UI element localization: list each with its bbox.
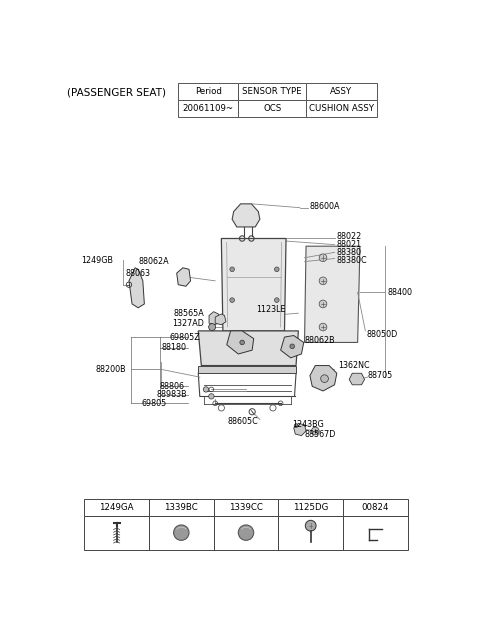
Circle shape (203, 387, 209, 392)
Polygon shape (215, 314, 226, 324)
Polygon shape (177, 268, 191, 286)
Bar (306, 83, 377, 100)
Text: SENSOR TYPE: SENSOR TYPE (242, 87, 302, 96)
Bar (238, 100, 306, 117)
Text: 88062B: 88062B (304, 335, 335, 344)
Text: 88180: 88180 (161, 343, 186, 353)
Circle shape (290, 344, 295, 349)
Bar (178, 83, 238, 100)
Circle shape (174, 525, 189, 540)
Text: 88062A: 88062A (138, 257, 169, 266)
Bar (343, 499, 408, 516)
Text: 88063: 88063 (126, 269, 151, 278)
Bar (343, 516, 408, 550)
Bar (84, 516, 149, 550)
Polygon shape (209, 312, 220, 324)
Text: 88022: 88022 (336, 232, 361, 241)
Text: 1125DG: 1125DG (293, 503, 328, 512)
Circle shape (312, 427, 319, 435)
Polygon shape (198, 365, 296, 373)
Text: OCS: OCS (263, 104, 281, 113)
Text: 1243BG: 1243BG (292, 420, 324, 429)
Polygon shape (227, 331, 254, 354)
Text: 88565A: 88565A (174, 310, 204, 319)
Text: 88705: 88705 (368, 371, 393, 380)
Text: 1123LE: 1123LE (256, 305, 286, 314)
Circle shape (275, 267, 279, 271)
Text: 1249GA: 1249GA (99, 503, 134, 512)
Polygon shape (129, 268, 144, 308)
Text: 20061109~: 20061109~ (183, 104, 234, 113)
Text: 1249GB: 1249GB (81, 255, 113, 264)
Text: 1327AD: 1327AD (172, 319, 204, 328)
Polygon shape (232, 204, 260, 227)
Text: 88050D: 88050D (366, 330, 397, 339)
Text: 1362NC: 1362NC (338, 361, 370, 370)
Circle shape (230, 267, 234, 271)
Circle shape (209, 394, 214, 399)
Bar (149, 499, 214, 516)
Bar (306, 100, 377, 117)
Text: Period: Period (195, 87, 222, 96)
Text: 69805Z: 69805Z (169, 333, 200, 342)
Text: 88021: 88021 (336, 240, 361, 249)
Polygon shape (221, 239, 286, 331)
Circle shape (319, 277, 327, 285)
Text: 88600A: 88600A (309, 202, 340, 211)
Text: CUSHION ASSY: CUSHION ASSY (309, 104, 374, 113)
Bar (178, 100, 238, 117)
Bar (84, 499, 149, 516)
Text: ASSY: ASSY (330, 87, 352, 96)
Circle shape (319, 323, 327, 331)
Text: 00824: 00824 (361, 503, 389, 512)
Bar (278, 499, 343, 516)
Text: 88380C: 88380C (336, 255, 367, 264)
Text: 88380: 88380 (336, 248, 361, 257)
Polygon shape (281, 335, 304, 358)
Circle shape (240, 340, 244, 345)
Circle shape (238, 525, 254, 540)
Text: 88567D: 88567D (304, 429, 336, 438)
Text: 88605C: 88605C (228, 417, 258, 426)
Text: 1339BC: 1339BC (165, 503, 198, 512)
Circle shape (321, 375, 328, 383)
Text: 69805: 69805 (141, 399, 167, 408)
Text: 88200B: 88200B (95, 365, 126, 374)
Bar (278, 516, 343, 550)
Circle shape (209, 324, 216, 330)
Bar (214, 499, 278, 516)
Polygon shape (294, 423, 306, 436)
Circle shape (230, 298, 234, 303)
Bar (238, 83, 306, 100)
Circle shape (294, 424, 298, 428)
Text: 88806: 88806 (160, 382, 185, 391)
Polygon shape (304, 246, 360, 342)
Circle shape (305, 520, 316, 531)
Text: 88983B: 88983B (156, 390, 187, 399)
Circle shape (319, 254, 327, 262)
Polygon shape (349, 373, 365, 385)
Circle shape (275, 298, 279, 303)
Text: (PASSENGER SEAT): (PASSENGER SEAT) (67, 88, 167, 97)
Circle shape (319, 300, 327, 308)
Bar (149, 516, 214, 550)
Text: 88400: 88400 (388, 288, 413, 297)
Bar (214, 516, 278, 550)
Polygon shape (310, 365, 337, 391)
Text: 1339CC: 1339CC (229, 503, 263, 512)
Polygon shape (198, 331, 299, 365)
